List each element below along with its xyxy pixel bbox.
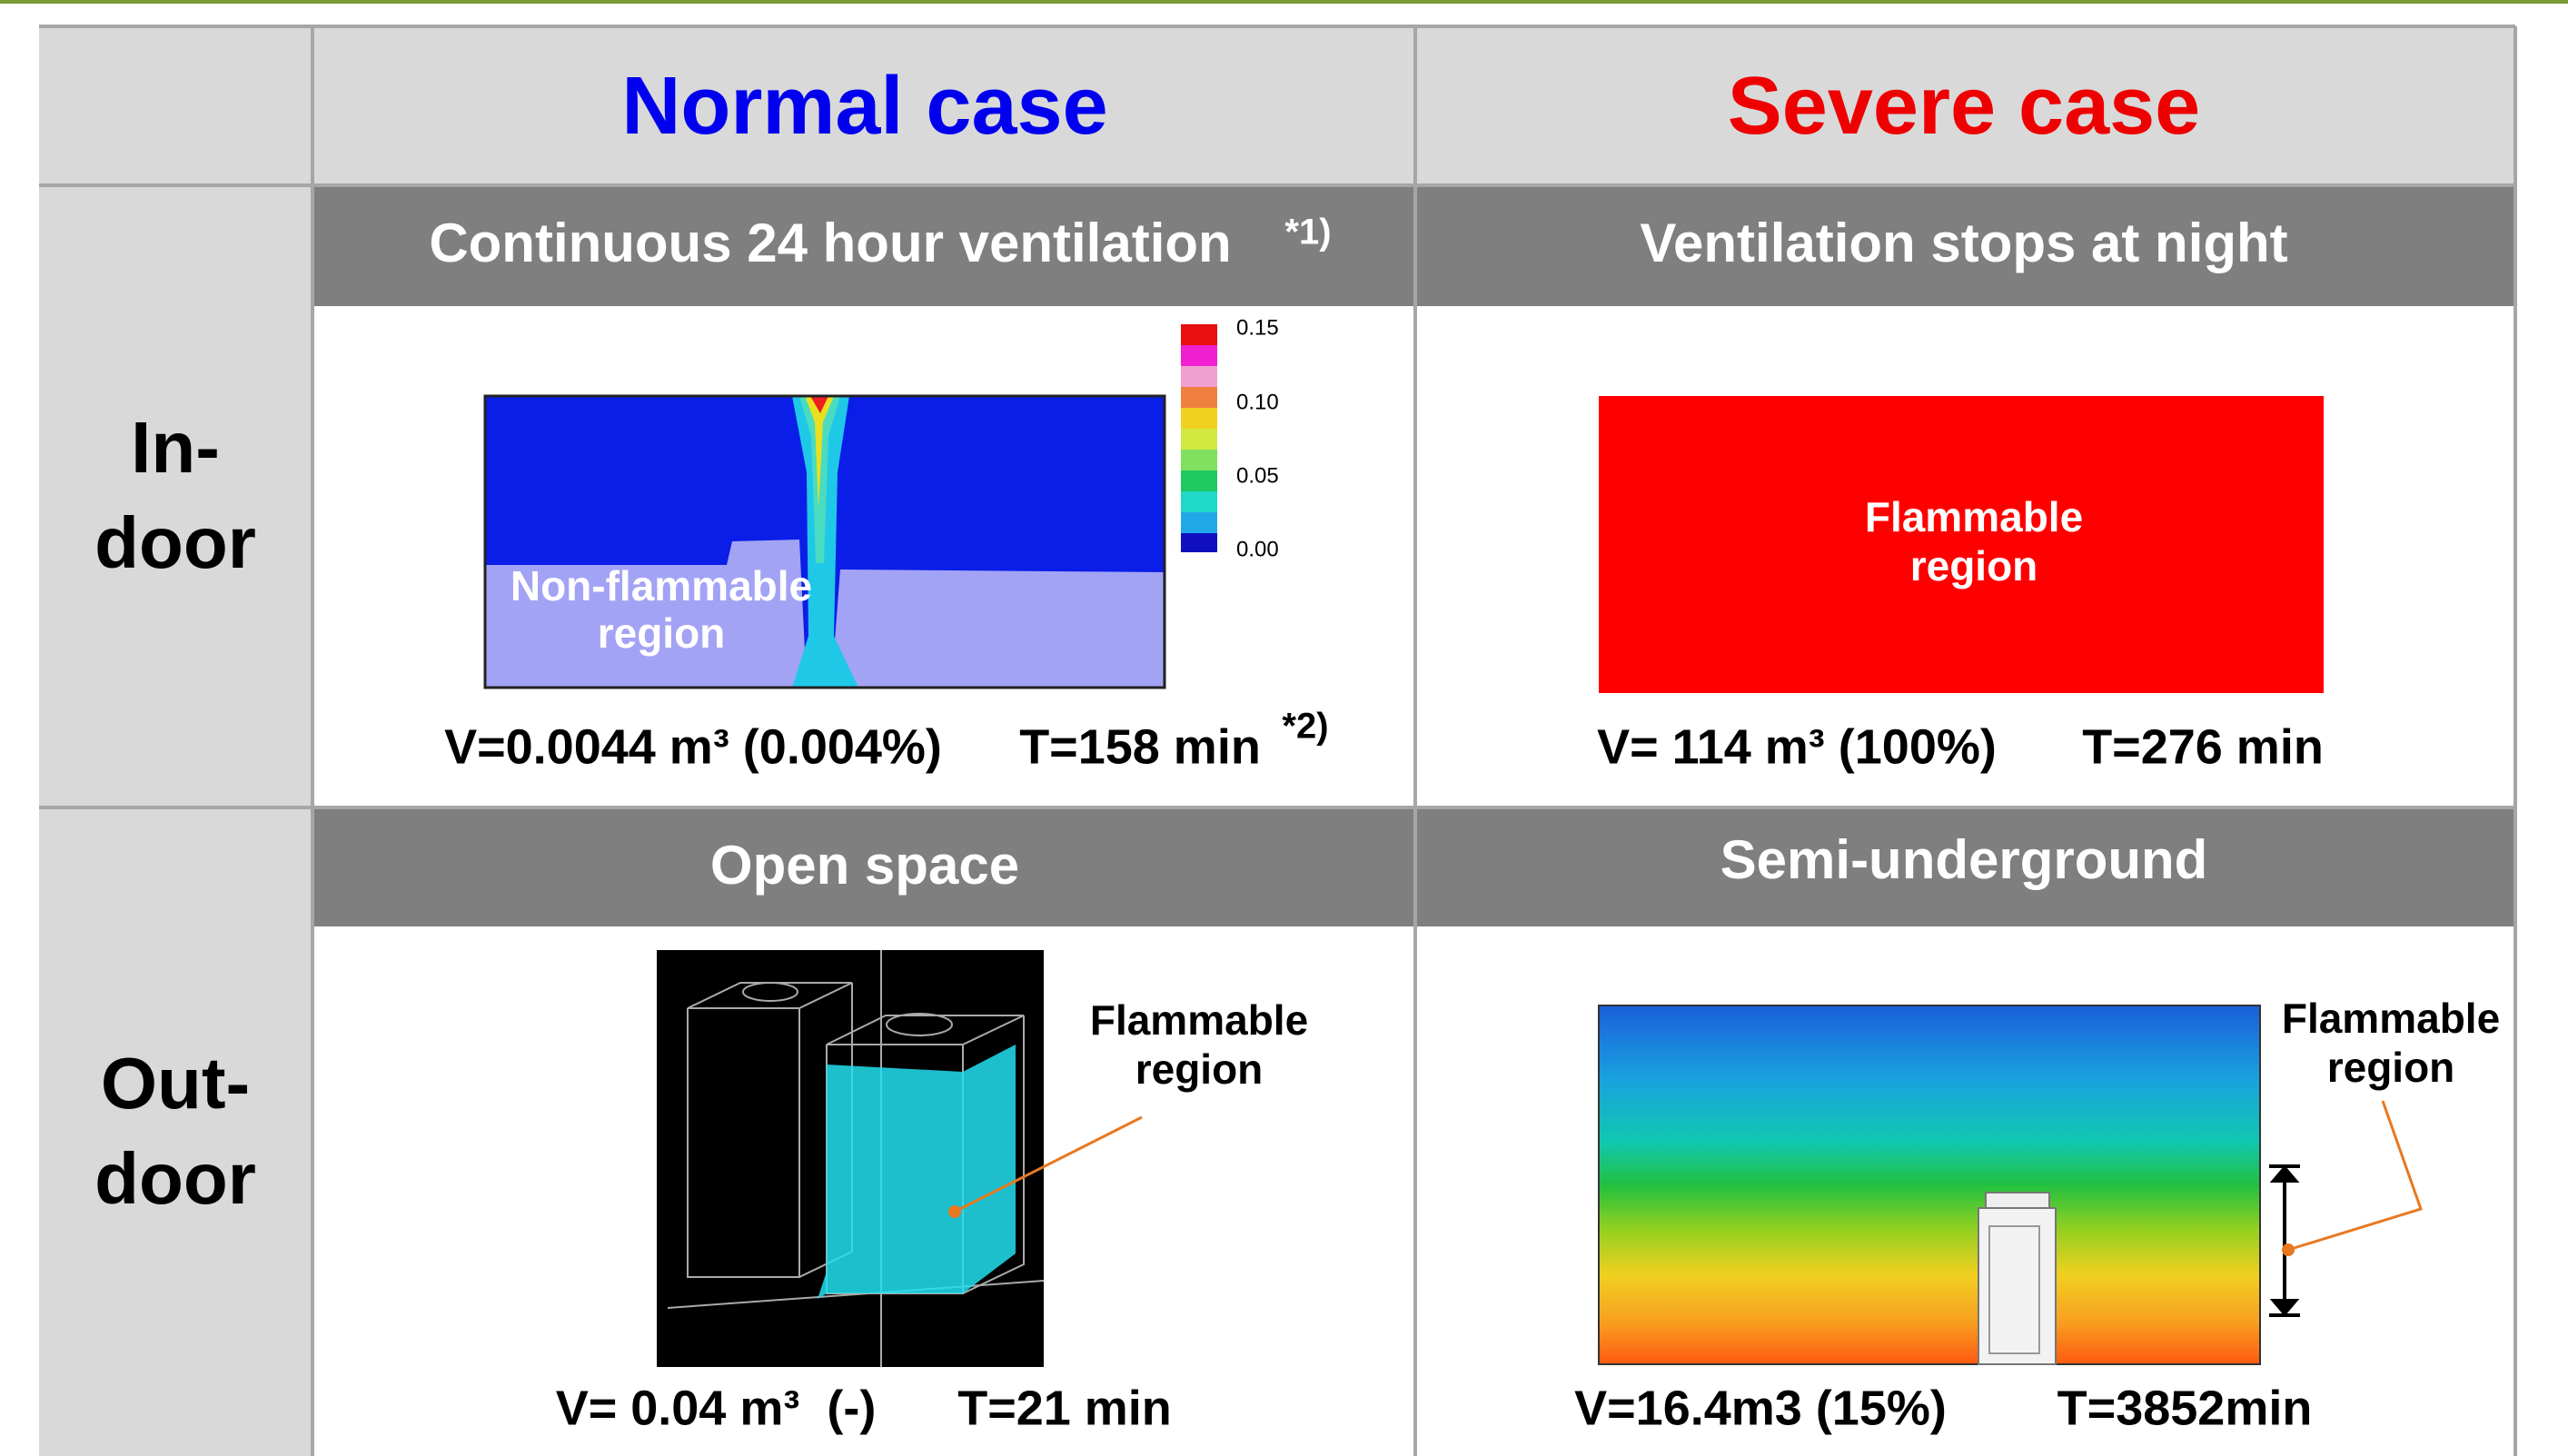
- outdoor-unit: [1978, 1193, 2056, 1364]
- row-label: door: [94, 502, 256, 583]
- time-caption: T=158 min: [1019, 719, 1261, 774]
- subtitle-note: *1): [1284, 213, 1331, 253]
- cell-subtitle: Continuous 24 hour ventilation: [429, 213, 1231, 273]
- leader-line: [2288, 1101, 2421, 1250]
- region-label: region: [1910, 542, 2038, 589]
- indoor-normal-figure: [485, 396, 1165, 688]
- leader-dot: [2282, 1243, 2295, 1256]
- open-space-figure: [657, 950, 1044, 1367]
- height-arrow: [2269, 1166, 2300, 1315]
- region-label: region: [1135, 1045, 1264, 1093]
- colorbar-label: 0.05: [1236, 463, 1279, 488]
- column-header: Normal case: [621, 61, 1107, 152]
- caption-note: *2): [1282, 707, 1328, 747]
- row-label: door: [94, 1138, 256, 1219]
- volume-caption: V= 0.04 m³ (-): [556, 1381, 877, 1435]
- colorbar: [1181, 324, 1217, 552]
- colorbar-label: 0.15: [1236, 315, 1279, 340]
- colorbar-label: 0.10: [1236, 390, 1279, 414]
- colorbar-label: 0.00: [1236, 537, 1279, 561]
- row-label-column: [39, 185, 312, 1456]
- region-label: Flammable: [2282, 995, 2500, 1042]
- slide: Normal case Severe case In- door Out- do…: [0, 0, 2568, 1456]
- semi-underground-field: [1599, 1005, 2260, 1364]
- region-label: Flammable: [1090, 996, 1308, 1044]
- time-caption: T=3852min: [2057, 1381, 2313, 1435]
- column-header: Severe case: [1728, 61, 2201, 152]
- volume-caption: V=16.4m3 (15%): [1574, 1381, 1947, 1435]
- cell-subtitle: Open space: [710, 835, 1019, 896]
- row-label: In-: [131, 407, 220, 488]
- volume-caption: V=0.0044 m³ (0.004%): [444, 719, 942, 774]
- volume-caption: V= 114 m³ (100%): [1597, 719, 1997, 774]
- time-caption: T=276 min: [2082, 719, 2324, 774]
- region-label: Flammable: [1865, 493, 2083, 540]
- row-label: Out-: [101, 1043, 250, 1124]
- cell-subtitle: Ventilation stops at night: [1640, 213, 2287, 273]
- time-caption: T=21 min: [957, 1381, 1172, 1435]
- region-label: region: [2327, 1044, 2455, 1091]
- region-label: Non-flammable: [511, 562, 812, 609]
- region-label: region: [598, 609, 726, 657]
- leader-dot: [948, 1205, 961, 1218]
- cell-subtitle: Semi-underground: [1720, 829, 2208, 890]
